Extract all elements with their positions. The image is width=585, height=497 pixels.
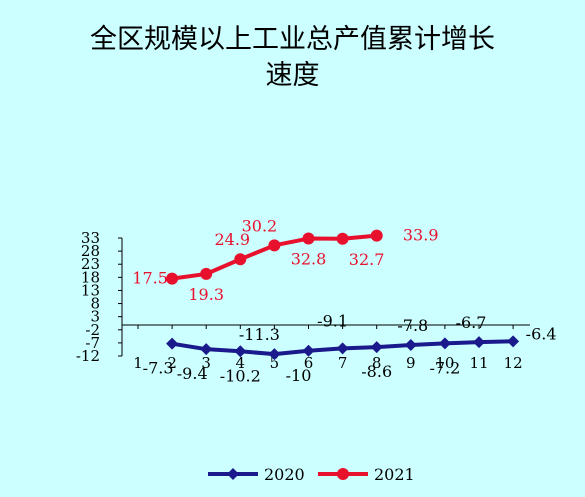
chart-title: 全区规模以上工业总产值累计增长 速度 [0,22,585,94]
data-point-2020 [268,348,281,361]
data-label-2020: -10 [286,366,312,385]
y-tick-label: 33 [81,229,100,247]
data-point-2020 [404,338,417,351]
legend-label-2021: 2021 [374,465,415,484]
data-point-2021 [370,229,383,242]
data-label-2020: -9.1 [317,311,348,330]
data-label-2021: 24.9 [214,230,250,249]
data-point-2021 [234,253,247,266]
data-label-2020: -7.3 [143,359,174,378]
y-tick-label: 8 [90,295,100,313]
y-tick-label: 23 [81,255,100,273]
legend-marker-2020 [227,468,239,480]
y-tick-label: 13 [81,281,100,299]
data-label-2021: 32.8 [291,250,327,269]
data-point-2021 [336,232,349,245]
data-point-2021 [268,239,281,252]
data-point-2020 [507,335,520,348]
data-point-2020 [200,343,213,356]
x-tick-label: 6 [304,354,314,372]
data-label-2020: -9.4 [177,364,208,383]
data-label-2020: -6.7 [456,313,487,332]
x-tick-label: 9 [406,354,416,372]
x-tick-label: 12 [504,354,523,372]
x-tick-label: 1 [133,354,143,372]
data-label-2020: -8.6 [361,362,392,381]
y-tick-label: 3 [90,308,100,326]
data-point-2020 [302,344,315,357]
data-point-2020 [438,337,451,350]
y-tick-label: -12 [76,347,100,365]
data-point-2020 [473,336,485,349]
data-label-2020: -7.8 [397,316,428,335]
legend-marker-2021 [337,468,349,480]
data-label-2021: 30.2 [242,216,278,235]
x-tick-label: 8 [372,354,382,372]
y-tick-label: 28 [81,242,100,260]
chart-title-line-1: 全区规模以上工业总产值累计增长 [90,24,495,55]
data-point-2021 [200,267,213,280]
data-point-2020 [370,341,383,354]
data-label-2021: 19.3 [188,285,224,304]
legend-label-2020: 2020 [264,465,305,484]
x-tick-label: 7 [338,354,348,372]
data-point-2020 [336,342,349,355]
data-label-2021: 32.7 [349,250,385,269]
y-tick-label: -2 [85,321,100,339]
x-tick-label: 4 [236,354,246,372]
x-tick-label: 5 [270,354,280,372]
x-tick-label: 10 [435,354,454,372]
x-tick-label: 2 [167,354,177,372]
x-tick-label: 3 [201,354,211,372]
data-label-2020: -6.4 [526,324,557,343]
data-point-2021 [166,272,179,285]
chart-title-line-2: 速度 [265,60,320,91]
x-tick-label: 11 [469,354,488,372]
data-point-2021 [302,232,315,245]
y-tick-label: 18 [81,268,100,286]
data-label-2020: -11.3 [239,325,280,344]
data-label-2020: -7.2 [429,358,460,377]
data-label-2020: -10.2 [220,366,261,385]
data-label-2021: 17.5 [132,269,168,288]
y-tick-label: -7 [85,334,100,352]
data-label-2021: 33.9 [403,226,439,245]
data-point-2020 [234,345,247,358]
data-point-2020 [166,337,179,350]
